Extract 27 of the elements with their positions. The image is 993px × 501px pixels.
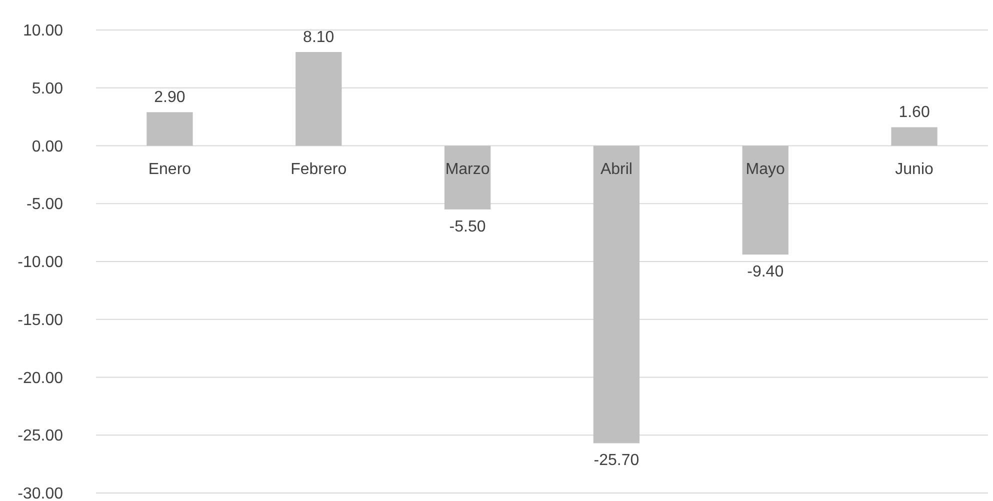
y-tick-label: -5.00 bbox=[26, 196, 64, 214]
x-tick-label: Junio bbox=[895, 160, 934, 178]
bar bbox=[593, 146, 640, 444]
y-tick-label: -25.00 bbox=[18, 428, 64, 445]
data-label: -5.50 bbox=[449, 218, 486, 236]
bar bbox=[742, 146, 788, 255]
data-label: 8.10 bbox=[303, 28, 334, 46]
bar bbox=[444, 146, 491, 210]
x-tick-label: Mayo bbox=[746, 160, 786, 178]
bar bbox=[146, 112, 193, 146]
bar bbox=[296, 52, 342, 146]
data-label: 2.90 bbox=[154, 89, 186, 106]
x-tick-label: Marzo bbox=[445, 160, 490, 178]
data-label: 1.60 bbox=[898, 104, 930, 122]
y-tick-label: -15.00 bbox=[18, 312, 64, 329]
y-tick-label: -20.00 bbox=[18, 370, 64, 387]
data-label: -25.70 bbox=[594, 452, 640, 470]
x-tick-label: Abril bbox=[600, 160, 632, 178]
y-tick-label: 0.00 bbox=[32, 138, 64, 156]
x-tick-label: Enero bbox=[148, 160, 192, 178]
x-tick-label: Febrero bbox=[290, 160, 347, 178]
y-tick-label: -30.00 bbox=[18, 486, 64, 501]
y-tick-label: -10.00 bbox=[18, 254, 64, 272]
data-label: -9.40 bbox=[747, 264, 784, 281]
y-tick-label: 10.00 bbox=[22, 22, 64, 40]
bar bbox=[891, 127, 938, 146]
y-tick-label: 5.00 bbox=[32, 80, 64, 98]
